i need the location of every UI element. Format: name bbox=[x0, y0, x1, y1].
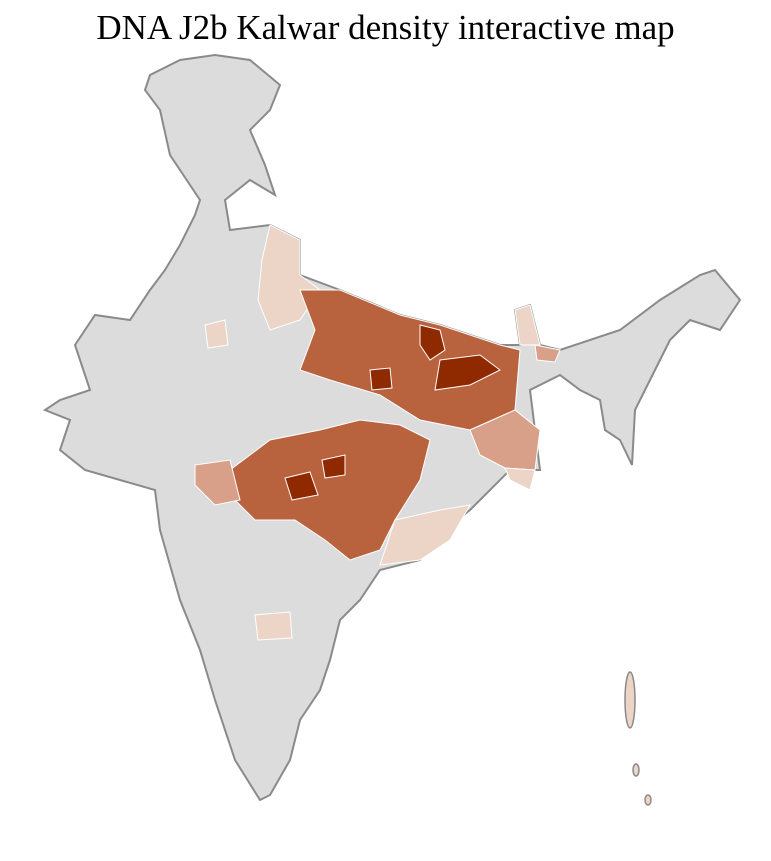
region-high-up[interactable] bbox=[369, 367, 393, 391]
region-very-low-odisha[interactable] bbox=[379, 504, 471, 566]
district-regions bbox=[194, 224, 561, 641]
region-high-mp[interactable] bbox=[284, 471, 319, 501]
region-very-low-rajasthan[interactable] bbox=[204, 319, 229, 349]
island[interactable] bbox=[624, 671, 636, 729]
region-very-low-nepal-border[interactable] bbox=[514, 304, 541, 346]
region-low-west[interactable] bbox=[194, 459, 241, 506]
region-very-low-south[interactable] bbox=[254, 611, 293, 641]
region-high-bihar-2[interactable] bbox=[434, 354, 501, 391]
andaman-islands bbox=[624, 671, 652, 806]
island[interactable] bbox=[644, 794, 652, 806]
island[interactable] bbox=[632, 763, 640, 777]
region-very-low-bengal[interactable] bbox=[504, 467, 536, 491]
region-low-assam[interactable] bbox=[534, 344, 561, 363]
map-title: DNA J2b Kalwar density interactive map bbox=[96, 8, 675, 47]
region-high-mp-2[interactable] bbox=[321, 454, 346, 479]
region-very-low-up-west[interactable] bbox=[257, 224, 321, 331]
region-high-bihar[interactable] bbox=[419, 324, 446, 361]
